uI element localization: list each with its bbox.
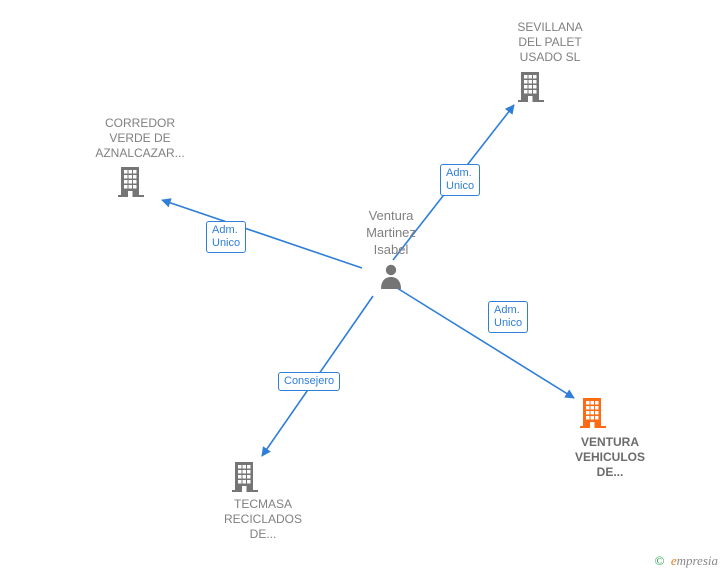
edge-label: Adm. Unico xyxy=(206,221,246,253)
company-node-sevillana[interactable]: SEVILLANADEL PALETUSADO SL xyxy=(495,20,605,65)
company-node-ventura-veh[interactable]: VENTURAVEHICULOSDE... xyxy=(555,435,665,480)
edge-line xyxy=(397,288,574,398)
company-node-tecmasa[interactable]: TECMASARECICLADOSDE... xyxy=(208,497,318,542)
edge-label: Adm. Unico xyxy=(488,301,528,333)
company-node-corredor[interactable]: CORREDORVERDE DEAZNALCAZAR... xyxy=(85,116,195,161)
network-diagram: VenturaMartinezIsabel SEVILLANADEL PALET… xyxy=(0,0,728,575)
company-label: VENTURAVEHICULOSDE... xyxy=(555,435,665,480)
company-label: SEVILLANADEL PALETUSADO SL xyxy=(495,20,605,65)
edge-line xyxy=(162,200,362,268)
company-label: TECMASARECICLADOSDE... xyxy=(208,497,318,542)
center-person-node[interactable]: VenturaMartinezIsabel xyxy=(356,208,426,294)
person-icon xyxy=(356,263,426,294)
copyright-symbol: © xyxy=(655,553,665,568)
company-label: CORREDORVERDE DEAZNALCAZAR... xyxy=(85,116,195,161)
edge-label: Adm. Unico xyxy=(440,164,480,196)
building-icon xyxy=(118,165,146,202)
edge-label: Consejero xyxy=(278,372,340,391)
center-person-label: VenturaMartinezIsabel xyxy=(356,208,426,259)
building-icon xyxy=(518,70,546,107)
watermark: © empresia xyxy=(655,553,718,569)
building-icon xyxy=(580,396,608,433)
building-icon xyxy=(232,460,260,497)
